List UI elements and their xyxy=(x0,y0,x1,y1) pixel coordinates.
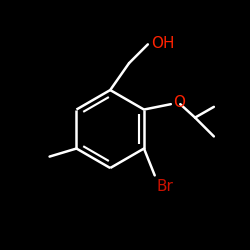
Text: OH: OH xyxy=(151,36,174,51)
Text: Br: Br xyxy=(156,179,173,194)
Text: O: O xyxy=(173,95,185,110)
